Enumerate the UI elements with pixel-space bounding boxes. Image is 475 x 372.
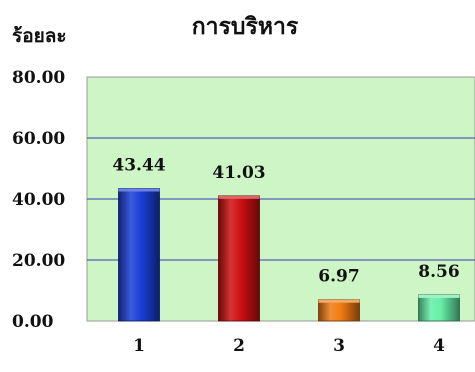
y-tick-label: 20.00 — [12, 251, 65, 271]
bar — [218, 195, 260, 322]
bar — [318, 299, 360, 322]
y-tick-label: 40.00 — [12, 190, 65, 210]
x-axis-ticks: 1 2 3 4 — [133, 336, 445, 356]
x-tick-label: 1 — [133, 336, 145, 356]
x-tick-label: 3 — [333, 336, 345, 356]
bar-cap — [418, 294, 460, 298]
y-tick-label: 80.00 — [12, 68, 65, 88]
bar — [418, 294, 460, 322]
bar — [118, 188, 160, 322]
bars — [118, 188, 460, 322]
chart-title: การบริหาร — [192, 14, 299, 40]
data-label: 43.44 — [112, 156, 165, 176]
y-tick-label: 60.00 — [12, 129, 65, 149]
data-label: 41.03 — [212, 163, 265, 183]
x-tick-label: 4 — [433, 336, 445, 356]
data-label: 8.56 — [418, 262, 459, 282]
x-tick-label: 2 — [233, 336, 245, 356]
y-tick-label: 0.00 — [12, 312, 54, 332]
bar-cap — [218, 195, 260, 199]
data-label: 6.97 — [318, 267, 359, 287]
data-labels: 43.44 41.03 6.97 8.56 — [112, 156, 459, 287]
bar-cap — [118, 188, 160, 192]
y-axis-ticks: 0.00 20.00 40.00 60.00 80.00 — [12, 68, 65, 332]
y-axis-label: ร้อยละ — [12, 25, 67, 47]
bar-cap — [318, 299, 360, 303]
